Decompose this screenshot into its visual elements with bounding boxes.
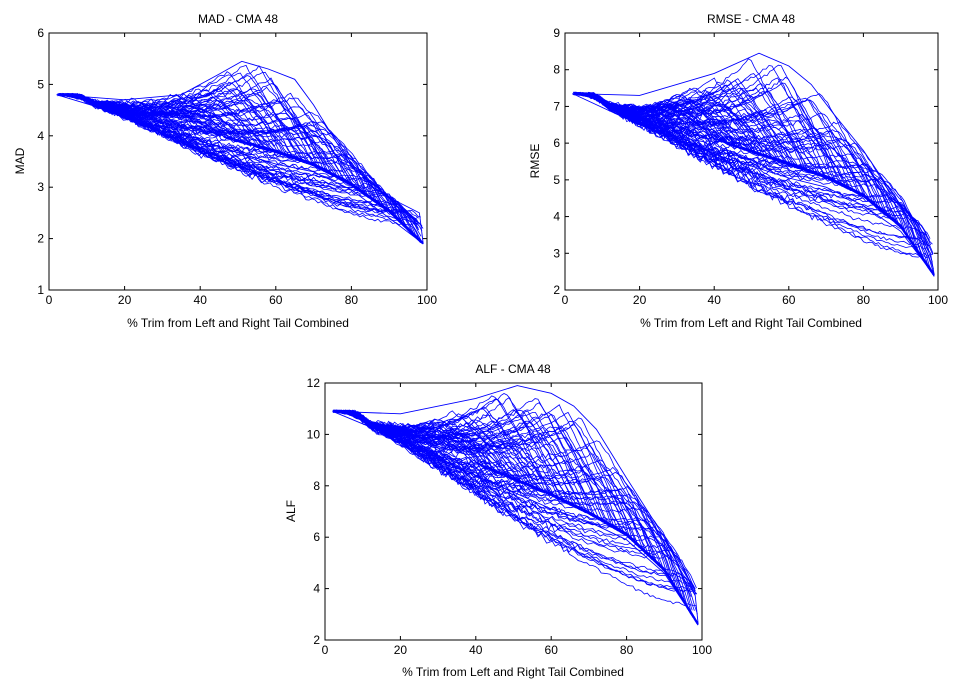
axes-frame bbox=[324, 382, 703, 641]
y-tick-label: 9 bbox=[553, 26, 560, 40]
y-tick-label: 10 bbox=[307, 427, 321, 441]
series-line bbox=[338, 404, 693, 615]
series-lines bbox=[572, 52, 935, 277]
series-lines bbox=[56, 60, 424, 245]
y-tick-label: 4 bbox=[553, 210, 560, 224]
y-tick-label: 3 bbox=[553, 246, 560, 260]
series-line bbox=[579, 92, 931, 239]
series-line bbox=[66, 93, 418, 241]
x-axis-label: % Trim from Left and Right Tail Combined bbox=[640, 316, 862, 330]
plot-area bbox=[564, 32, 939, 291]
series-line bbox=[347, 409, 695, 594]
envelope-line-upper bbox=[332, 385, 699, 625]
chart-rmse: RMSE - CMA 48 % Trim from Left and Right… bbox=[528, 12, 948, 330]
chart-title: MAD - CMA 48 bbox=[198, 12, 278, 26]
y-tick-label: 5 bbox=[37, 77, 44, 91]
y-tick-label: 12 bbox=[307, 376, 321, 390]
y-tick-label: 1 bbox=[37, 283, 44, 297]
x-tick-label: 40 bbox=[194, 293, 208, 307]
x-tick-label: 40 bbox=[469, 643, 483, 657]
chart-title: RMSE - CMA 48 bbox=[707, 12, 795, 26]
x-tick-label: 100 bbox=[928, 293, 948, 307]
x-tick-label: 20 bbox=[394, 643, 408, 657]
axes-frame bbox=[48, 32, 428, 291]
y-axis-label: RMSE bbox=[528, 144, 542, 179]
y-tick-label: 6 bbox=[313, 530, 320, 544]
envelope-line-upper bbox=[572, 52, 935, 276]
series-line bbox=[579, 92, 932, 270]
series-lines bbox=[332, 385, 699, 626]
y-axis-label: MAD bbox=[13, 147, 27, 174]
x-tick-label: 80 bbox=[620, 643, 634, 657]
x-tick-label: 80 bbox=[857, 293, 871, 307]
chart-title: ALF - CMA 48 bbox=[475, 362, 551, 376]
series-line bbox=[354, 410, 696, 596]
series-line bbox=[332, 411, 693, 616]
envelope-line-lower bbox=[572, 93, 935, 276]
y-tick-label: 8 bbox=[313, 479, 320, 493]
y-tick-label: 8 bbox=[553, 63, 560, 77]
x-tick-label: 100 bbox=[692, 643, 712, 657]
chart-mad: MAD - CMA 48 % Trim from Left and Right … bbox=[13, 12, 437, 330]
x-tick-label: 60 bbox=[545, 643, 559, 657]
series-line bbox=[588, 92, 934, 257]
x-tick-label: 80 bbox=[345, 293, 359, 307]
series-line bbox=[62, 93, 421, 242]
y-tick-label: 6 bbox=[553, 136, 560, 150]
series-line bbox=[64, 94, 421, 226]
series-line bbox=[57, 93, 421, 218]
x-tick-label: 0 bbox=[562, 293, 569, 307]
y-tick-label: 2 bbox=[37, 232, 44, 246]
x-axis-label: % Trim from Left and Right Tail Combined bbox=[402, 665, 624, 679]
series-line bbox=[61, 93, 418, 220]
x-tick-label: 20 bbox=[118, 293, 132, 307]
x-tick-label: 100 bbox=[417, 293, 437, 307]
chart-alf: ALF - CMA 48 % Trim from Left and Right … bbox=[284, 362, 712, 679]
series-line bbox=[334, 410, 696, 593]
x-tick-label: 0 bbox=[46, 293, 53, 307]
y-axis-label: ALF bbox=[284, 500, 298, 522]
envelope-line-lower bbox=[56, 94, 424, 245]
x-tick-label: 0 bbox=[322, 643, 329, 657]
x-tick-label: 60 bbox=[782, 293, 796, 307]
x-tick-label: 20 bbox=[633, 293, 647, 307]
envelope-line-upper bbox=[56, 60, 424, 244]
y-tick-label: 3 bbox=[37, 180, 44, 194]
x-tick-label: 40 bbox=[708, 293, 722, 307]
y-tick-label: 7 bbox=[553, 99, 560, 113]
y-tick-label: 5 bbox=[553, 173, 560, 187]
envelope-line-lower bbox=[332, 410, 699, 625]
y-tick-label: 6 bbox=[37, 26, 44, 40]
series-line bbox=[586, 92, 931, 271]
x-tick-label: 60 bbox=[269, 293, 283, 307]
series-line bbox=[350, 410, 697, 607]
series-line bbox=[586, 93, 930, 247]
y-tick-label: 2 bbox=[313, 633, 320, 647]
axes-frame bbox=[564, 32, 939, 291]
series-line bbox=[70, 93, 418, 238]
x-axis-label: % Trim from Left and Right Tail Combined bbox=[127, 316, 349, 330]
y-tick-label: 4 bbox=[313, 582, 320, 596]
y-tick-label: 2 bbox=[553, 283, 560, 297]
y-tick-label: 4 bbox=[37, 129, 44, 143]
series-line bbox=[343, 410, 694, 617]
